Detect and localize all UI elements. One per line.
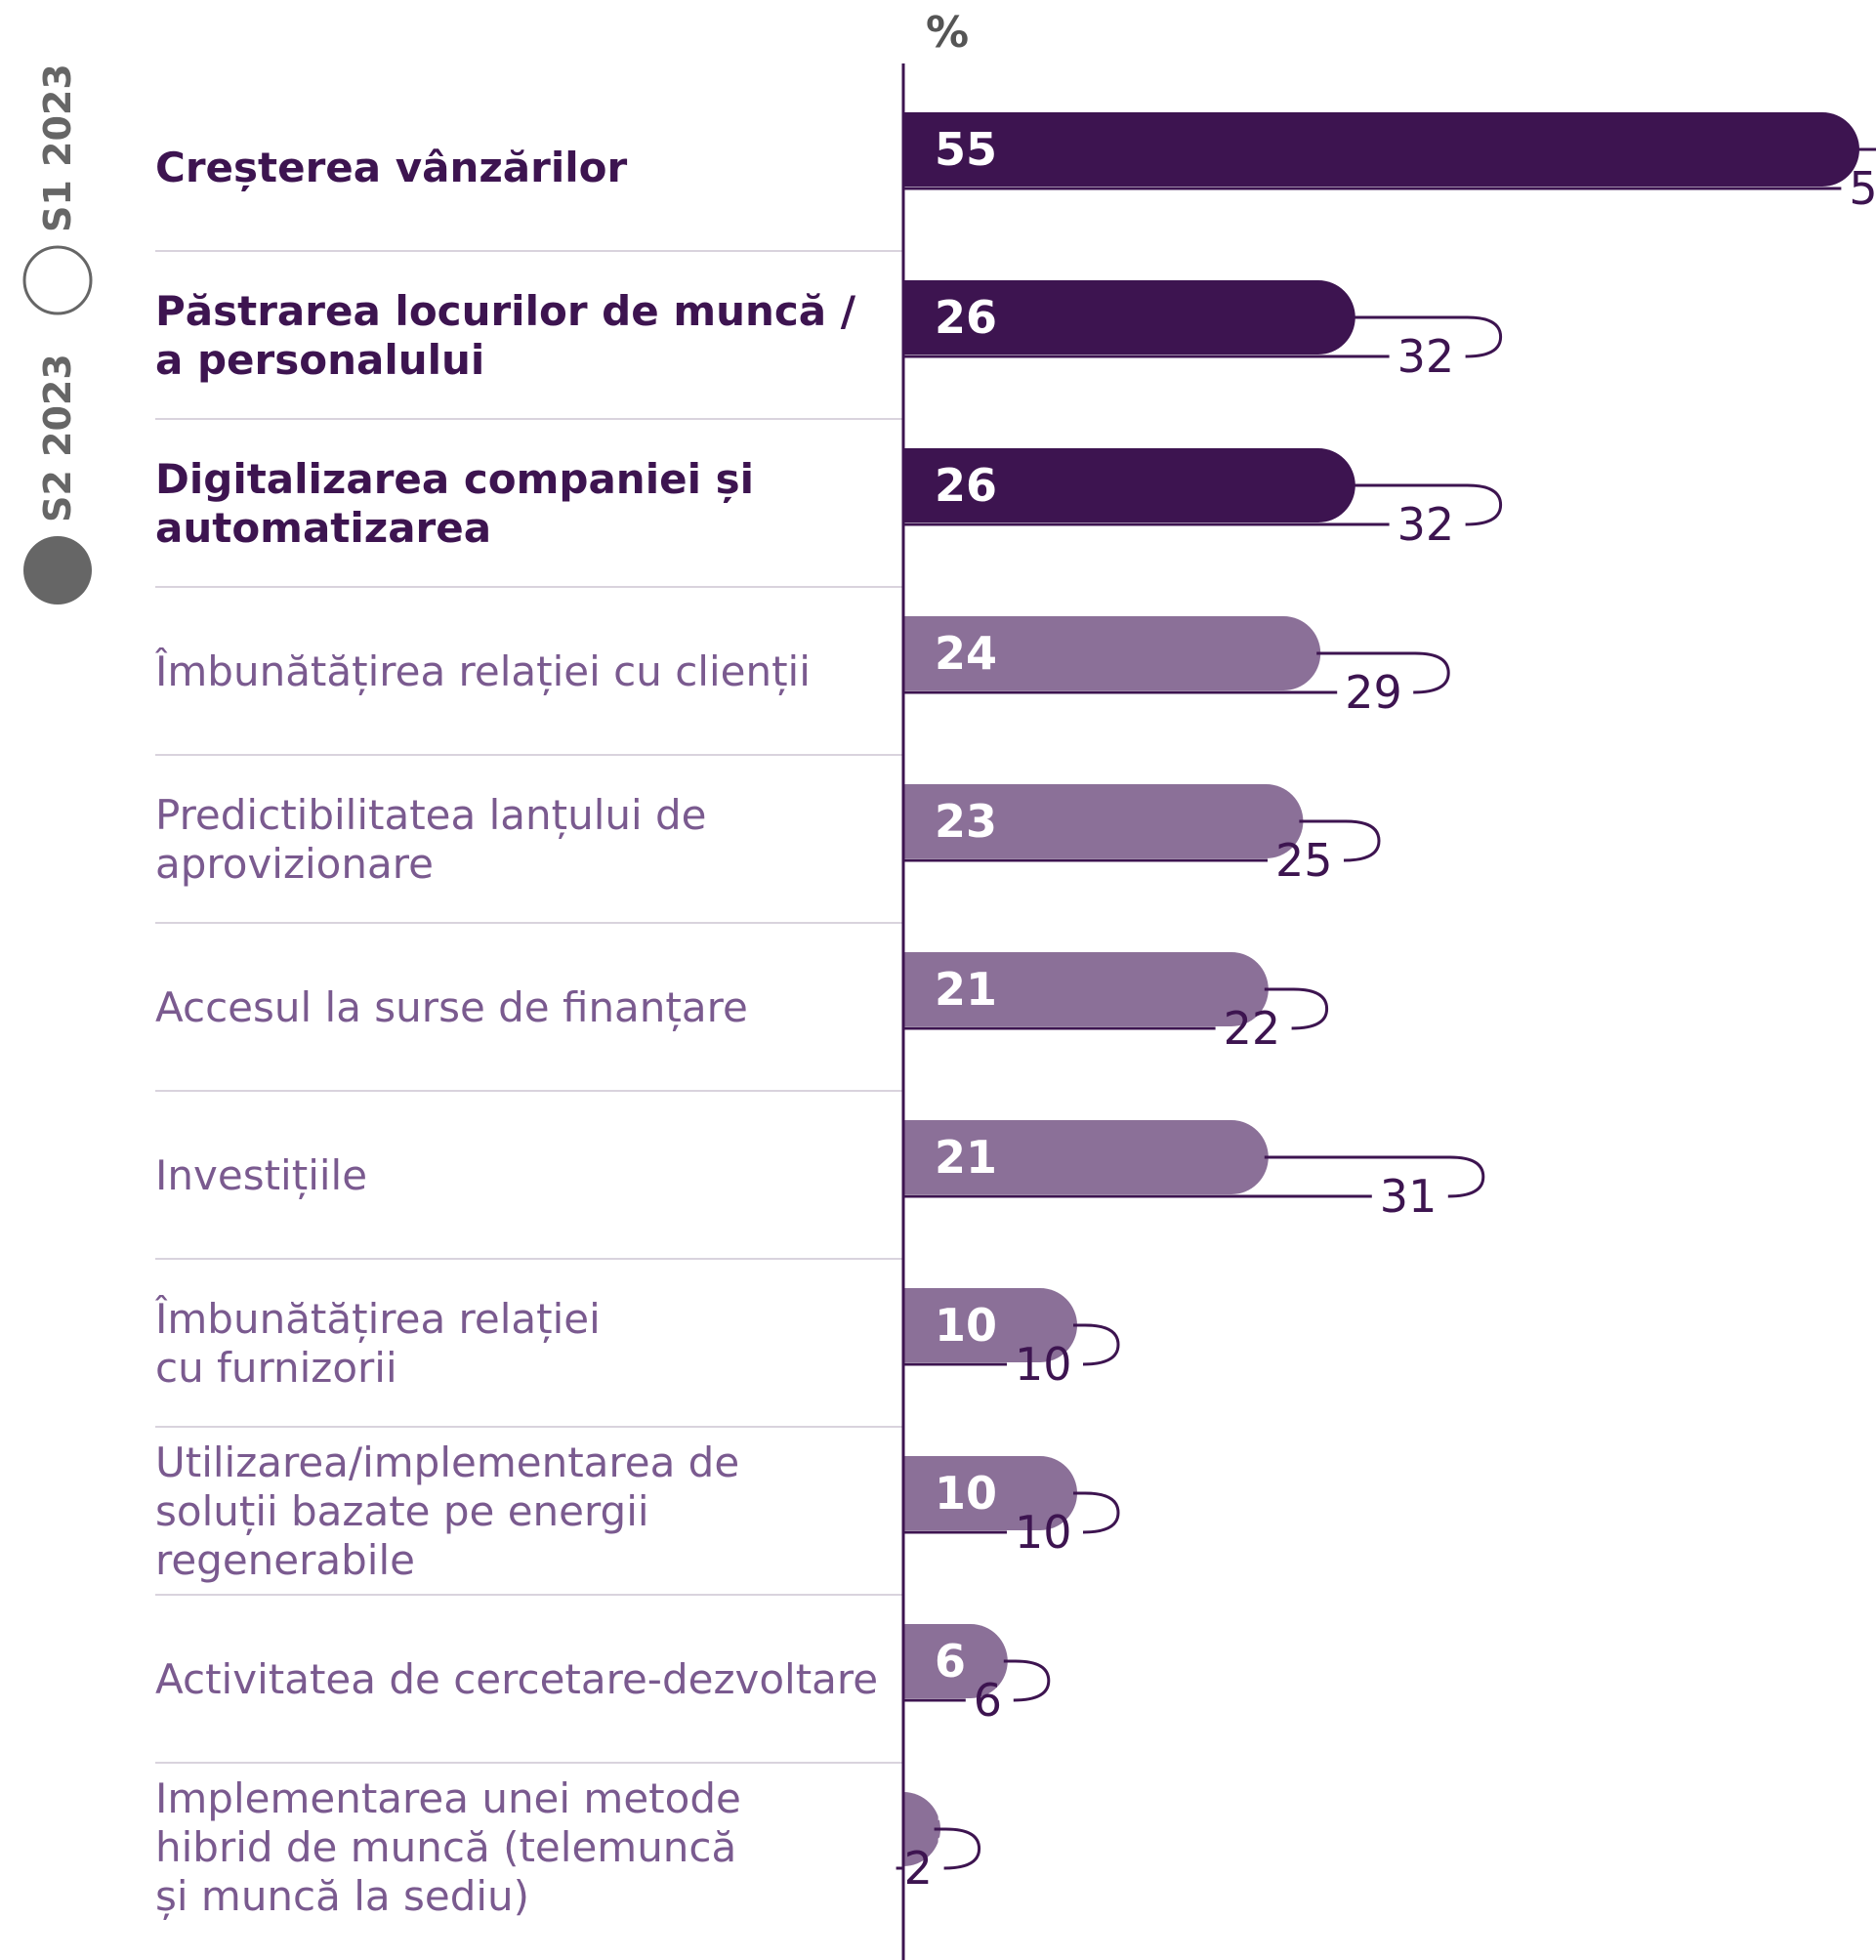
s2-bar-value: 10	[935, 1299, 997, 1352]
category-label: Digitalizarea companiei și automatizarea	[155, 455, 754, 552]
legend-s1-label: S1 2023	[36, 63, 79, 232]
category-row: Predictibilitatea lanțului de aproviziona…	[155, 754, 1381, 888]
category-row: Îmbunătățirea relației cu furnizorii 10 10	[154, 1258, 1120, 1392]
s1-value: 10	[1015, 1506, 1072, 1559]
change-connector	[1073, 1323, 1120, 1366]
change-connector	[1299, 819, 1381, 862]
s2-bar-value: 21	[935, 1131, 997, 1184]
s1-value: 32	[1397, 498, 1455, 551]
change-connector	[1351, 483, 1503, 526]
category-label-line: aprovizionare	[155, 840, 434, 888]
category-label: Creșterea vânzărilor	[155, 144, 628, 192]
category-label-line: Utilizarea/implementarea de	[155, 1439, 739, 1486]
category-label-line: a personalului	[155, 336, 484, 384]
s1-value: 29	[1345, 666, 1402, 719]
s2-bar-value: 55	[935, 123, 997, 176]
category-label: Accesul la surse de finanțare	[155, 983, 748, 1031]
legend-s2-filled-marker	[23, 536, 92, 605]
category-row: Investițiile 21 31	[155, 1090, 1485, 1223]
s2-bar-value: 24	[935, 627, 997, 680]
s1-value: 58	[1849, 162, 1876, 215]
change-connector	[1351, 315, 1503, 358]
s2-bar	[903, 952, 1269, 1026]
s2-bar	[903, 1624, 1008, 1698]
category-label-line: automatizarea	[155, 504, 491, 552]
category-label: Păstrarea locurilor de muncă / a personal…	[155, 287, 856, 384]
s2-bar	[903, 1120, 1269, 1194]
s2-bar-value: 10	[935, 1467, 997, 1520]
category-label-line: Păstrarea locurilor de muncă /	[155, 287, 856, 335]
category-label-line: Îmbunătățirea relației cu clienții	[154, 646, 811, 695]
category-label-line: soluții bazate pe energii	[155, 1487, 649, 1535]
change-connector	[934, 1827, 981, 1870]
category-row: Accesul la surse de finanțare 21 22	[155, 922, 1329, 1055]
s2-bar-value: 21	[935, 963, 997, 1016]
category-label-line: Implementarea unei metode	[155, 1774, 741, 1822]
change-connector	[1073, 1491, 1120, 1534]
s2-bar	[903, 616, 1321, 690]
category-label-line: Digitalizarea companiei și	[155, 455, 754, 504]
category-label-line: cu furnizorii	[155, 1344, 397, 1392]
change-connector	[1264, 1155, 1485, 1198]
category-label-line: Creșterea vânzărilor	[155, 144, 628, 192]
category-row: Activitatea de cercetare-dezvoltare 66	[155, 1594, 1051, 1727]
category-row: Îmbunătățirea relației cu clienții 24 29	[154, 586, 1450, 719]
s2-bar	[903, 112, 1859, 187]
s2-bar	[903, 280, 1355, 354]
category-label: Activitatea de cercetare-dezvoltare	[155, 1655, 878, 1703]
legend-s2-label: S2 2023	[36, 354, 79, 522]
s2-bar	[903, 1288, 1077, 1362]
category-label-line: Îmbunătățirea relației	[154, 1294, 601, 1343]
s1-value: 6	[974, 1674, 1002, 1727]
s1-value: 32	[1397, 330, 1455, 383]
s1-value: 31	[1380, 1170, 1438, 1223]
s2-bar-value: 26	[935, 459, 997, 512]
category-row: Implementarea unei metode hibrid de muncă…	[155, 1762, 981, 1920]
change-connector	[1264, 987, 1329, 1030]
unit-label: %	[926, 8, 969, 58]
s2-bar	[903, 1456, 1077, 1530]
category-label-line: Predictibilitatea lanțului de	[155, 791, 707, 839]
category-row: Digitalizarea companiei și automatizarea 2…	[155, 418, 1503, 552]
s1-value: 22	[1224, 1002, 1281, 1055]
s1-value: 10	[1015, 1338, 1072, 1391]
legend: S1 2023 S2 2023	[22, 63, 93, 605]
category-label-line: regenerabile	[155, 1536, 415, 1584]
category-label: Implementarea unei metode hibrid de muncă…	[155, 1774, 741, 1920]
category-label: Îmbunătățirea relației cu clienții	[154, 646, 811, 695]
s2-bar	[903, 1792, 940, 1866]
category-label: Investițiile	[155, 1151, 367, 1199]
category-label-line: hibrid de muncă (telemuncă	[155, 1823, 736, 1871]
change-connector	[1316, 651, 1450, 694]
legend-s1-hollow-marker	[22, 245, 93, 315]
plot-area: Creșterea vânzărilor 55 58 Păstrarea locuri…	[154, 63, 1876, 1960]
category-label: Utilizarea/implementarea de soluții bazat…	[155, 1439, 739, 1584]
category-label-line: Accesul la surse de finanțare	[155, 983, 748, 1031]
s2-bar	[903, 448, 1355, 522]
category-row: Utilizarea/implementarea de soluții bazat…	[155, 1426, 1120, 1584]
s2-bar-value: 23	[935, 795, 997, 848]
category-label-line: Activitatea de cercetare-dezvoltare	[155, 1655, 878, 1703]
s2-bar	[903, 784, 1304, 858]
s1-value: 25	[1275, 834, 1333, 887]
s1-value: 2	[904, 1842, 933, 1895]
s2-bar-value: 6	[935, 1635, 966, 1688]
category-label: Predictibilitatea lanțului de aproviziona…	[155, 791, 707, 888]
category-row: Creșterea vânzărilor 55 58	[155, 112, 1876, 215]
category-label: Îmbunătățirea relației cu furnizorii	[154, 1294, 601, 1392]
s2-bar-value: 26	[935, 291, 997, 344]
category-label-line: Investițiile	[155, 1151, 367, 1199]
category-row: Păstrarea locurilor de muncă / a personal…	[155, 250, 1503, 384]
change-connector	[1003, 1659, 1051, 1702]
category-label-line: și muncă la sediu)	[155, 1872, 529, 1920]
